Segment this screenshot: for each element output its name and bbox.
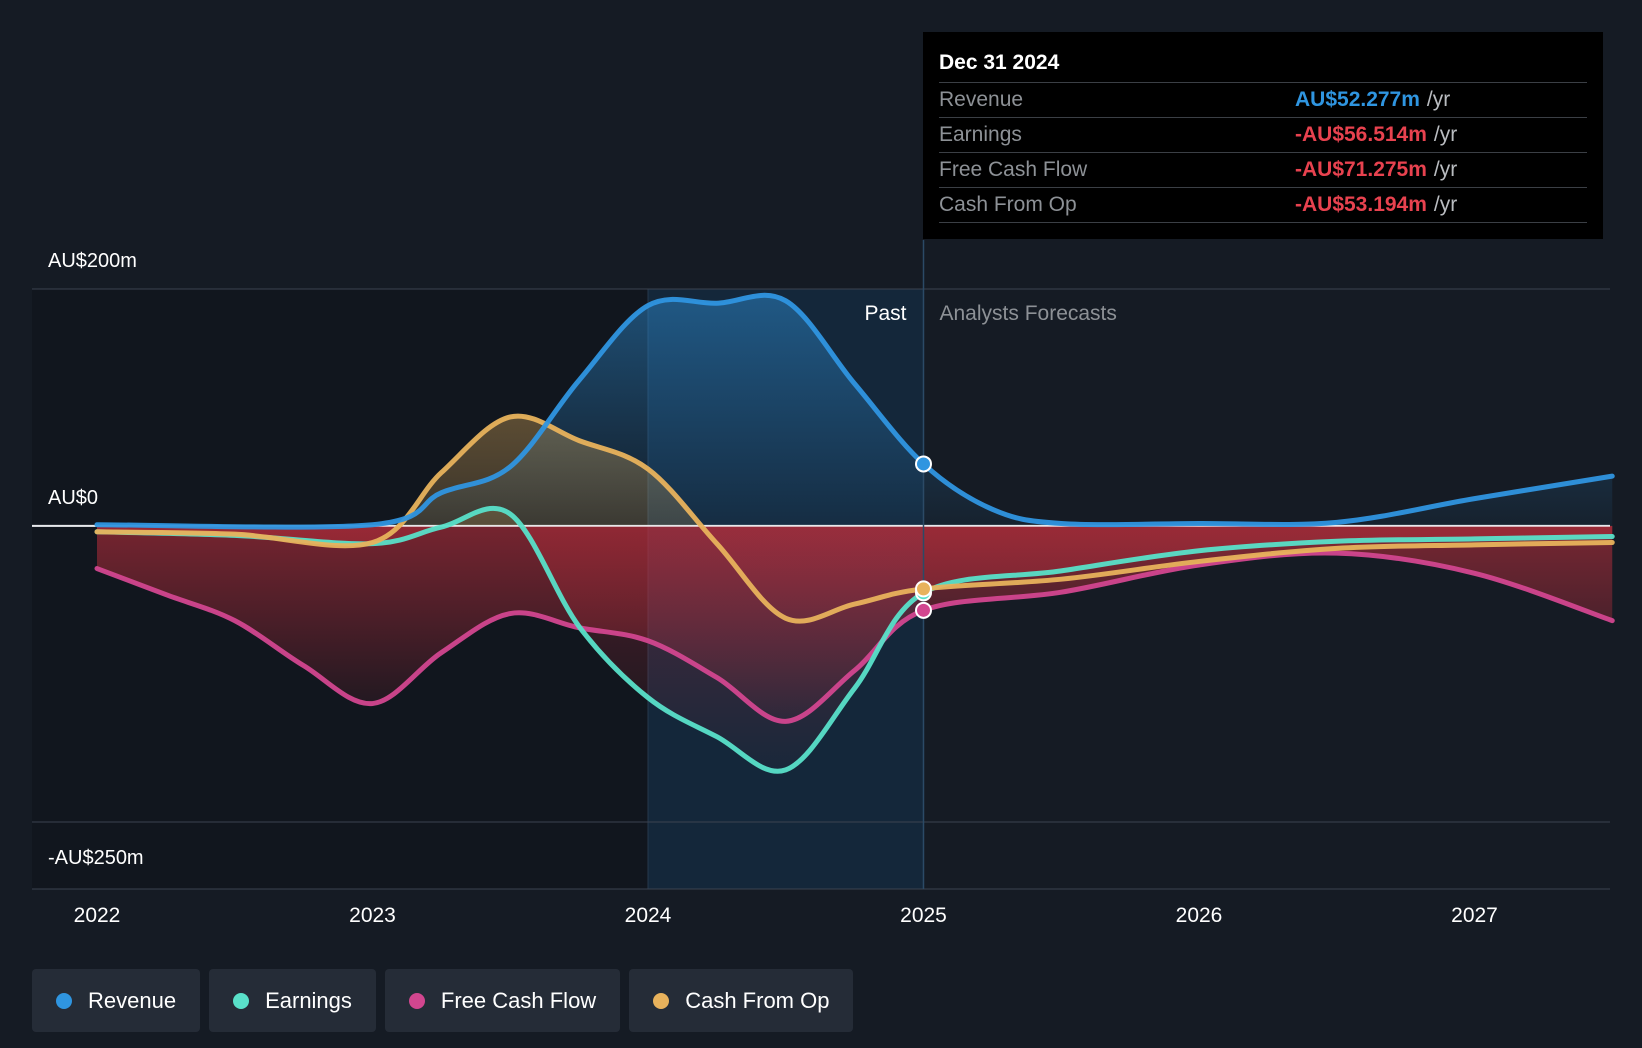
x-tick-label: 2022 (74, 904, 121, 927)
tooltip-date: Dec 31 2024 (939, 51, 1060, 74)
tooltip-unit: /yr (1426, 88, 1451, 111)
x-tick-label: 2026 (1176, 904, 1223, 927)
revenue-line (94, 292, 1615, 530)
y-tick-label: -AU$250m (48, 847, 144, 869)
legend-dot-icon (233, 992, 250, 1009)
tooltip-unit: /yr (1433, 123, 1458, 146)
legend-item-revenue[interactable]: Revenue (32, 969, 201, 1032)
free-cash-flow-marker (915, 601, 932, 619)
tooltip-label: Earnings (939, 123, 1022, 146)
tooltip-unit: /yr (1433, 193, 1458, 216)
cash-from-op-line (94, 413, 1615, 624)
cash-from-op-marker (915, 580, 932, 598)
legend-label: Earnings (265, 987, 352, 1013)
revenue-area (97, 295, 1613, 526)
y-tick-label: AU$0 (48, 487, 98, 509)
x-tick-label: 2025 (900, 904, 947, 927)
tooltip-label: Free Cash Flow (939, 158, 1088, 181)
tooltip-row-revenue: Revenue AU$52.277m /yr (939, 82, 1587, 117)
legend-label: Free Cash Flow (440, 987, 597, 1013)
legend-label: Revenue (88, 987, 177, 1013)
legend: Revenue Earnings Free Cash Flow Cash Fro… (32, 969, 854, 1032)
earnings-area (445, 508, 522, 526)
tooltip-value: -AU$56.514m (1295, 123, 1427, 146)
tooltip-label: Cash From Op (939, 193, 1077, 216)
legend-dot-icon (56, 992, 72, 1009)
tooltip-value: -AU$53.194m (1295, 193, 1427, 216)
legend-dot-icon (653, 992, 670, 1009)
legend-dot-icon (408, 992, 425, 1009)
legend-label: Cash From Op (685, 987, 830, 1013)
tooltip-row-cash-from-op: Cash From Op -AU$53.194m /yr (939, 187, 1587, 223)
x-tick-label: 2024 (625, 904, 672, 927)
legend-item-earnings[interactable]: Earnings (209, 969, 376, 1032)
tooltip-value: -AU$71.275m (1295, 158, 1427, 181)
earnings-negative-area (97, 525, 1613, 772)
tooltip-row-earnings: Earnings -AU$56.514m /yr (939, 117, 1587, 152)
legend-item-free-cash-flow[interactable]: Free Cash Flow (384, 969, 621, 1032)
legend-item-cash-from-op[interactable]: Cash From Op (629, 969, 854, 1032)
x-tick-label: 2027 (1451, 904, 1498, 927)
tooltip-row-free-cash-flow: Free Cash Flow -AU$71.275m /yr (939, 152, 1587, 187)
earnings-line (94, 506, 1615, 774)
revenue-marker (915, 455, 932, 473)
x-tick-label: 2023 (349, 904, 396, 927)
y-tick-label: AU$200m (48, 250, 137, 272)
tooltip: Dec 31 2024 Revenue AU$52.277m /yr Earni… (923, 32, 1603, 239)
forecast-label: Analysts Forecasts (940, 302, 1117, 325)
tooltip-label: Revenue (939, 88, 1024, 111)
tooltip-unit: /yr (1433, 158, 1458, 181)
tooltip-value: AU$52.277m (1295, 88, 1420, 111)
past-label: Past (864, 302, 906, 325)
